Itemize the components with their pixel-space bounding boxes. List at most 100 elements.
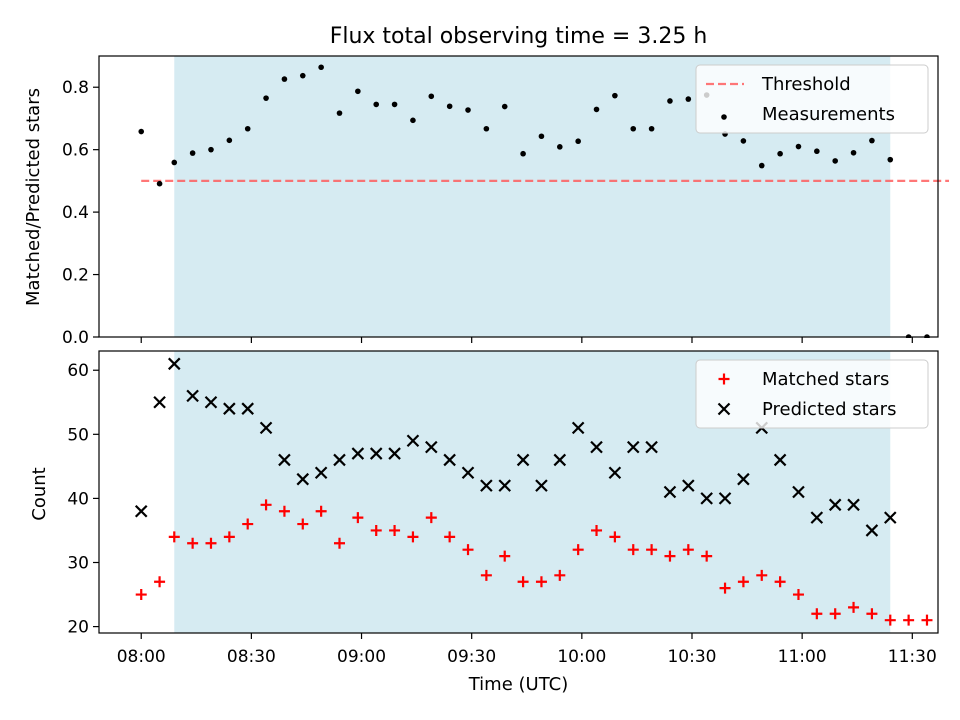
bottom-axes-frame <box>98 350 939 634</box>
bottom-y-tick-label: 30 <box>67 554 89 574</box>
matched-stars-point <box>297 518 309 530</box>
x-tick-label: 11:30 <box>888 647 937 667</box>
bottom-y-axis-label: Count <box>29 467 50 520</box>
x-axis-label: Time (UTC) <box>468 674 569 695</box>
matched-stars-point <box>242 518 254 530</box>
legend-matched-swatch <box>718 373 730 385</box>
x-tick-label: 10:00 <box>557 647 606 667</box>
predicted-stars-point <box>535 479 548 492</box>
predicted-stars-point <box>186 389 199 403</box>
matched-stars-point <box>701 550 713 562</box>
predicted-stars-point <box>498 479 512 492</box>
top-y-axis-label: Matched/Predicted stars <box>23 88 44 306</box>
matched-stars-point <box>187 537 199 549</box>
measurements-point <box>777 150 783 157</box>
measurements-point <box>814 148 820 155</box>
x-tick-label: 10:30 <box>667 647 716 667</box>
predicted-stars-point <box>516 453 530 467</box>
measurements-point <box>373 101 380 108</box>
predicted-stars-point <box>204 395 218 409</box>
matched-stars-point <box>535 576 547 588</box>
predicted-stars-point <box>333 453 346 467</box>
measurements-point <box>410 117 416 124</box>
top-legend-label: Measurements <box>762 104 895 125</box>
predicted-stars-point <box>314 466 328 480</box>
matched-stars-point <box>792 589 804 601</box>
matched-stars-point <box>682 544 694 556</box>
measurements-point <box>428 93 435 100</box>
predicted-stars-point <box>645 440 658 454</box>
predicted-stars-point <box>682 479 695 492</box>
measurements-point <box>832 158 838 164</box>
predicted-stars-point <box>153 395 166 409</box>
matched-stars-point <box>811 608 823 620</box>
matched-stars-point <box>462 544 474 556</box>
bottom-plot: 20 30 40 50 60 Matched stars Predicted stars 08… <box>67 350 939 667</box>
measurements-point <box>869 137 875 144</box>
matched-stars-point <box>591 524 603 536</box>
measurements-point <box>299 72 306 79</box>
predicted-stars-point <box>663 485 677 499</box>
top-legend: Threshold Measurements <box>695 64 929 134</box>
predicted-stars-point <box>608 466 622 480</box>
bottom-points-group <box>134 357 933 626</box>
matched-stars-point <box>719 582 731 594</box>
matched-stars-point <box>774 576 786 588</box>
matched-stars-point <box>884 614 896 626</box>
measurements-point <box>593 106 600 113</box>
top-y-tick-label: 0.6 <box>62 141 89 161</box>
measurements-point <box>685 96 692 102</box>
matched-stars-point <box>737 576 749 588</box>
predicted-stars-point <box>553 453 567 467</box>
predicted-stars-point <box>443 453 456 467</box>
measurements-point <box>667 98 673 104</box>
matched-stars-point <box>154 576 166 588</box>
predicted-stars-point <box>718 492 732 505</box>
matched-stars-point <box>756 569 768 581</box>
chart-title: Flux total observing time = 3.25 h <box>330 24 708 49</box>
measurements-point <box>226 137 233 144</box>
measurements-point <box>391 101 398 108</box>
measurements-point <box>538 133 545 140</box>
predicted-stars-point <box>773 453 787 467</box>
predicted-stars-point <box>223 402 236 415</box>
measurements-point <box>483 125 490 132</box>
matched-stars-point <box>517 576 529 588</box>
matched-stars-point <box>866 608 878 620</box>
predicted-stars-point <box>406 434 420 448</box>
predicted-stars-point <box>626 440 640 454</box>
x-tick-label: 09:00 <box>337 647 386 667</box>
measurements-point <box>465 107 471 113</box>
matched-stars-point <box>848 601 860 613</box>
predicted-stars-point <box>810 511 824 524</box>
legend-predicted-swatch <box>717 402 731 416</box>
predicted-stars-point <box>388 447 401 460</box>
predicted-stars-point <box>571 421 585 435</box>
matched-stars-point <box>407 531 419 543</box>
matched-stars-point <box>315 505 327 517</box>
predicted-stars-point <box>847 498 860 512</box>
predicted-stars-point <box>425 440 438 454</box>
measurements-point <box>208 146 214 153</box>
legend-measurements-swatch <box>721 114 727 120</box>
measurements-point <box>138 128 145 135</box>
predicted-stars-point <box>461 466 475 480</box>
matched-stars-point <box>260 499 272 511</box>
matched-stars-point <box>334 537 346 549</box>
predicted-stars-point <box>828 498 842 512</box>
top-y-tick-label: 0.8 <box>62 78 89 98</box>
matched-stars-point <box>627 544 639 556</box>
bottom-y-tick-label: 20 <box>67 618 89 638</box>
measurements-point <box>557 144 563 150</box>
x-tick-label: 08:30 <box>227 647 276 667</box>
measurements-point <box>355 88 361 95</box>
matched-stars-point <box>499 550 511 562</box>
measurements-point <box>520 150 526 157</box>
measurements-point <box>281 76 288 82</box>
matched-stars-point <box>572 544 584 556</box>
predicted-stars-point <box>700 492 713 505</box>
matched-stars-point <box>664 550 676 562</box>
matched-stars-point <box>444 531 456 543</box>
bottom-y-tick-label: 40 <box>67 489 89 509</box>
